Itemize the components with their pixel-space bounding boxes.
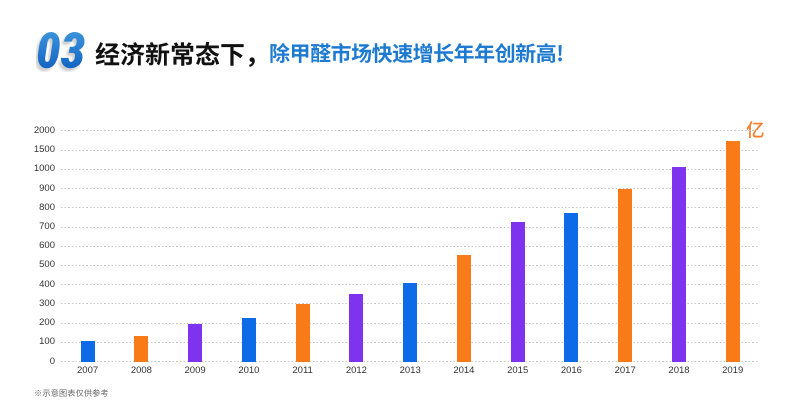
gridline-700 [61,226,759,228]
y-axis-label-700: 700 [39,221,55,232]
bar-2011 [295,303,310,362]
x-axis-label-2017: 2017 [614,364,636,376]
footnote-glyphs-svg [35,389,109,397]
gridline-2000 [61,130,759,132]
x-axis-label-2008: 2008 [130,364,152,376]
y-axis-label-400: 400 [39,278,55,290]
y-axis-label-200: 200 [39,317,55,329]
y-axis-label-1500: 1500 [33,144,55,156]
bar-2019 [725,140,740,362]
bar-2012 [349,294,364,362]
bar-2010 [241,318,256,362]
x-axis-label-2012: 2012 [345,364,367,376]
unit-label [746,120,764,138]
x-axis-label-2018: 2018 [668,364,690,376]
y-axis-label-0: 0 [49,355,55,367]
title-part-blue [270,42,562,63]
gridline-500 [61,264,759,266]
bar-2018 [672,167,686,362]
bar-2015 [510,222,525,362]
gridline-600 [61,245,759,247]
bar-2014 [456,254,471,362]
x-axis-label-2007: 2007 [77,364,99,376]
bar-2016 [564,212,579,362]
x-axis-label-2011: 2011 [292,364,313,376]
y-axis-label-300: 300 [39,297,55,309]
bar-2013 [403,282,418,362]
x-axis-label-2019: 2019 [722,364,744,376]
gridline-900 [61,188,759,189]
y-axis-label-600: 600 [39,240,55,252]
y-axis-label-800: 800 [39,201,55,213]
y-axis-label-2000: 2000 [33,124,55,136]
footnote-glyphs-svg-glyphs [35,389,109,397]
title-part-black-glyphs [95,41,255,67]
y-axis-label-1000: 1000 [33,163,55,175]
bar-2009 [188,324,203,362]
y-axis-label-900: 900 [39,182,55,194]
bar-2008 [134,335,149,362]
x-axis-label-2014: 2014 [453,364,475,376]
x-axis-label-2009: 2009 [184,364,206,376]
gridline-1500 [61,149,759,151]
x-axis-label-2015: 2015 [507,364,529,376]
gridline-1000 [61,168,759,170]
y-axis-label-500: 500 [39,259,55,271]
unit-label-text: 亿 [0,0,1,1]
gridline-800 [61,207,759,209]
y-axis-label-100: 100 [39,336,55,348]
title-part-black [95,41,255,67]
x-axis-label-2013: 2013 [399,364,421,376]
title-part-blue-glyphs [270,42,562,63]
bar-2017 [618,188,633,362]
x-axis-label-2016: 2016 [560,364,582,376]
section-number-glyphs [37,32,85,69]
section-number [36,32,85,72]
x-axis-label-2010: 2010 [238,364,260,376]
bar-2007 [80,341,95,362]
unit-label-glyphs [746,120,764,138]
